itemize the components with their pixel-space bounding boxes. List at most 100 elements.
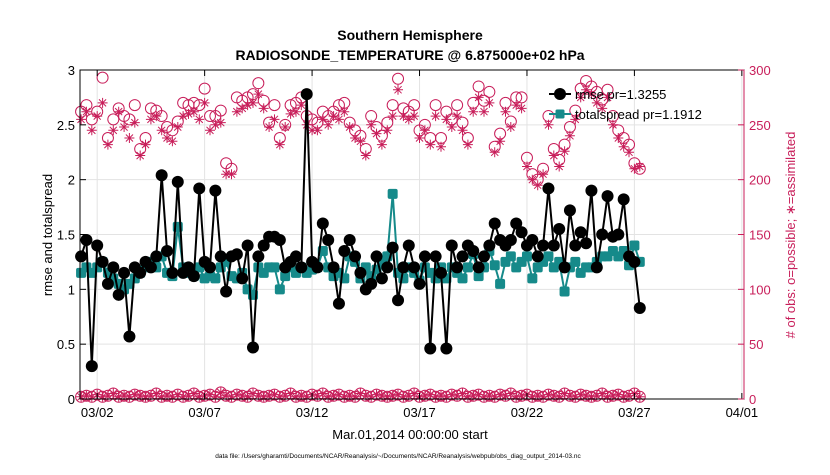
obs-assimilated-point: [242, 100, 253, 111]
y-tick-label-right: 50: [749, 337, 763, 352]
obs-assimilated-point: [226, 169, 237, 180]
obs-assimilated-point: [339, 391, 350, 402]
obs-possible-point: [408, 99, 421, 112]
obs-assimilated-point: [527, 391, 538, 402]
obs-assimilated-point: [151, 111, 162, 122]
rmse-point: [408, 261, 421, 274]
obs-assimilated-point: [479, 106, 489, 117]
rmse-point: [526, 233, 539, 246]
obs-assimilated-point: [489, 147, 500, 158]
totalspread-point: [269, 262, 280, 273]
rmse-point: [440, 342, 453, 355]
obs-assimilated-point: [376, 390, 387, 401]
obs-assimilated-point: [570, 391, 581, 402]
obs-assimilated-point: [355, 388, 366, 399]
obs-assimilated-point: [495, 136, 506, 147]
rmse-point: [214, 250, 227, 263]
rmse-point: [193, 182, 206, 195]
obs-assimilated-point: [393, 84, 403, 95]
obs-possible-point: [332, 99, 345, 112]
obs-assimilated-point: [344, 122, 355, 132]
obs-possible-point: [198, 82, 211, 95]
obs-assimilated-point: [457, 125, 468, 136]
rmse-point: [590, 261, 603, 274]
obs-assimilated-point: [183, 108, 194, 119]
obs-assimilated-point: [629, 163, 640, 174]
totalspread-point: [274, 284, 285, 295]
rmse-point: [311, 261, 324, 274]
totalspread-point: [387, 188, 398, 199]
y-axis-label-right: # of obs: o=possible; ∗=assimilated: [783, 132, 798, 339]
y-tick-label-left: 3: [68, 63, 75, 78]
obs-assimilated-point: [425, 389, 436, 400]
obs-assimilated-point: [468, 106, 479, 117]
rmse-point: [445, 239, 458, 252]
obs-assimilated-point: [226, 391, 237, 402]
legend-label: totalspread pr=1.1912: [575, 107, 702, 122]
y-tick-label-right: 250: [749, 118, 771, 133]
obs-assimilated-point: [516, 390, 527, 401]
chart-subtitle: RADIOSONDE_TEMPERATURE @ 6.875000e+02 hP…: [235, 47, 584, 63]
rmse-point: [365, 277, 378, 290]
totalspread-point: [559, 286, 570, 297]
obs-assimilated-point: [602, 391, 613, 402]
totalspread-point: [210, 273, 221, 284]
rmse-point: [322, 233, 335, 246]
totalspread-point: [505, 251, 516, 262]
obs-assimilated-point: [570, 114, 581, 125]
obs-assimilated-point: [280, 390, 291, 401]
obs-assimilated-point: [280, 122, 291, 132]
obs-assimilated-point: [360, 390, 371, 401]
obs-assimilated-point: [462, 391, 473, 402]
obs-assimilated-point: [269, 114, 280, 125]
obs-assimilated-point: [113, 391, 124, 402]
obs-possible-point: [451, 99, 464, 112]
obs-assimilated-point: [328, 111, 339, 122]
rmse-point: [161, 244, 174, 257]
rmse-point: [472, 261, 485, 274]
obs-assimilated-point: [575, 389, 586, 400]
obs-assimilated-point: [312, 125, 323, 136]
y-tick-label-right: 100: [749, 282, 771, 297]
obs-assimilated-point: [156, 391, 167, 402]
totalspread-point: [570, 256, 581, 267]
obs-assimilated-point: [140, 139, 151, 150]
rmse-point: [375, 272, 388, 285]
obs-assimilated-point: [291, 391, 301, 402]
rmse-point: [392, 294, 405, 307]
obs-assimilated-point: [172, 389, 183, 400]
obs-assimilated-point: [355, 136, 366, 147]
obs-possible-point: [268, 99, 281, 112]
obs-assimilated-point: [484, 97, 495, 108]
obs-assimilated-point: [403, 390, 414, 401]
obs-assimilated-point: [468, 390, 479, 401]
totalspread-point: [489, 260, 500, 271]
rmse-point: [101, 277, 114, 290]
rmse-point: [381, 261, 394, 274]
obs-assimilated-point: [172, 122, 183, 132]
rmse-point: [585, 184, 598, 197]
rmse-point: [515, 226, 528, 239]
obs-assimilated-point: [135, 390, 146, 401]
obs-assimilated-point: [484, 390, 495, 401]
obs-assimilated-point: [597, 103, 608, 114]
rmse-point: [332, 297, 345, 310]
obs-assimilated-point: [398, 111, 409, 122]
obs-assimilated-point: [178, 111, 189, 122]
obs-assimilated-point: [102, 390, 113, 401]
rmse-point: [435, 266, 448, 279]
rmse-point: [386, 241, 399, 254]
obs-assimilated-point: [430, 111, 441, 122]
obs-assimilated-point: [457, 388, 468, 399]
obs-assimilated-point: [403, 114, 414, 125]
obs-possible-point: [392, 72, 405, 85]
rmse-point: [537, 239, 550, 252]
obs-assimilated-point: [473, 92, 484, 103]
obs-assimilated-point: [162, 390, 172, 401]
obs-assimilated-point: [446, 389, 457, 400]
rmse-point: [456, 250, 469, 263]
obs-assimilated-point: [145, 390, 156, 401]
totalspread-point: [543, 251, 554, 262]
obs-assimilated-point: [242, 391, 253, 402]
